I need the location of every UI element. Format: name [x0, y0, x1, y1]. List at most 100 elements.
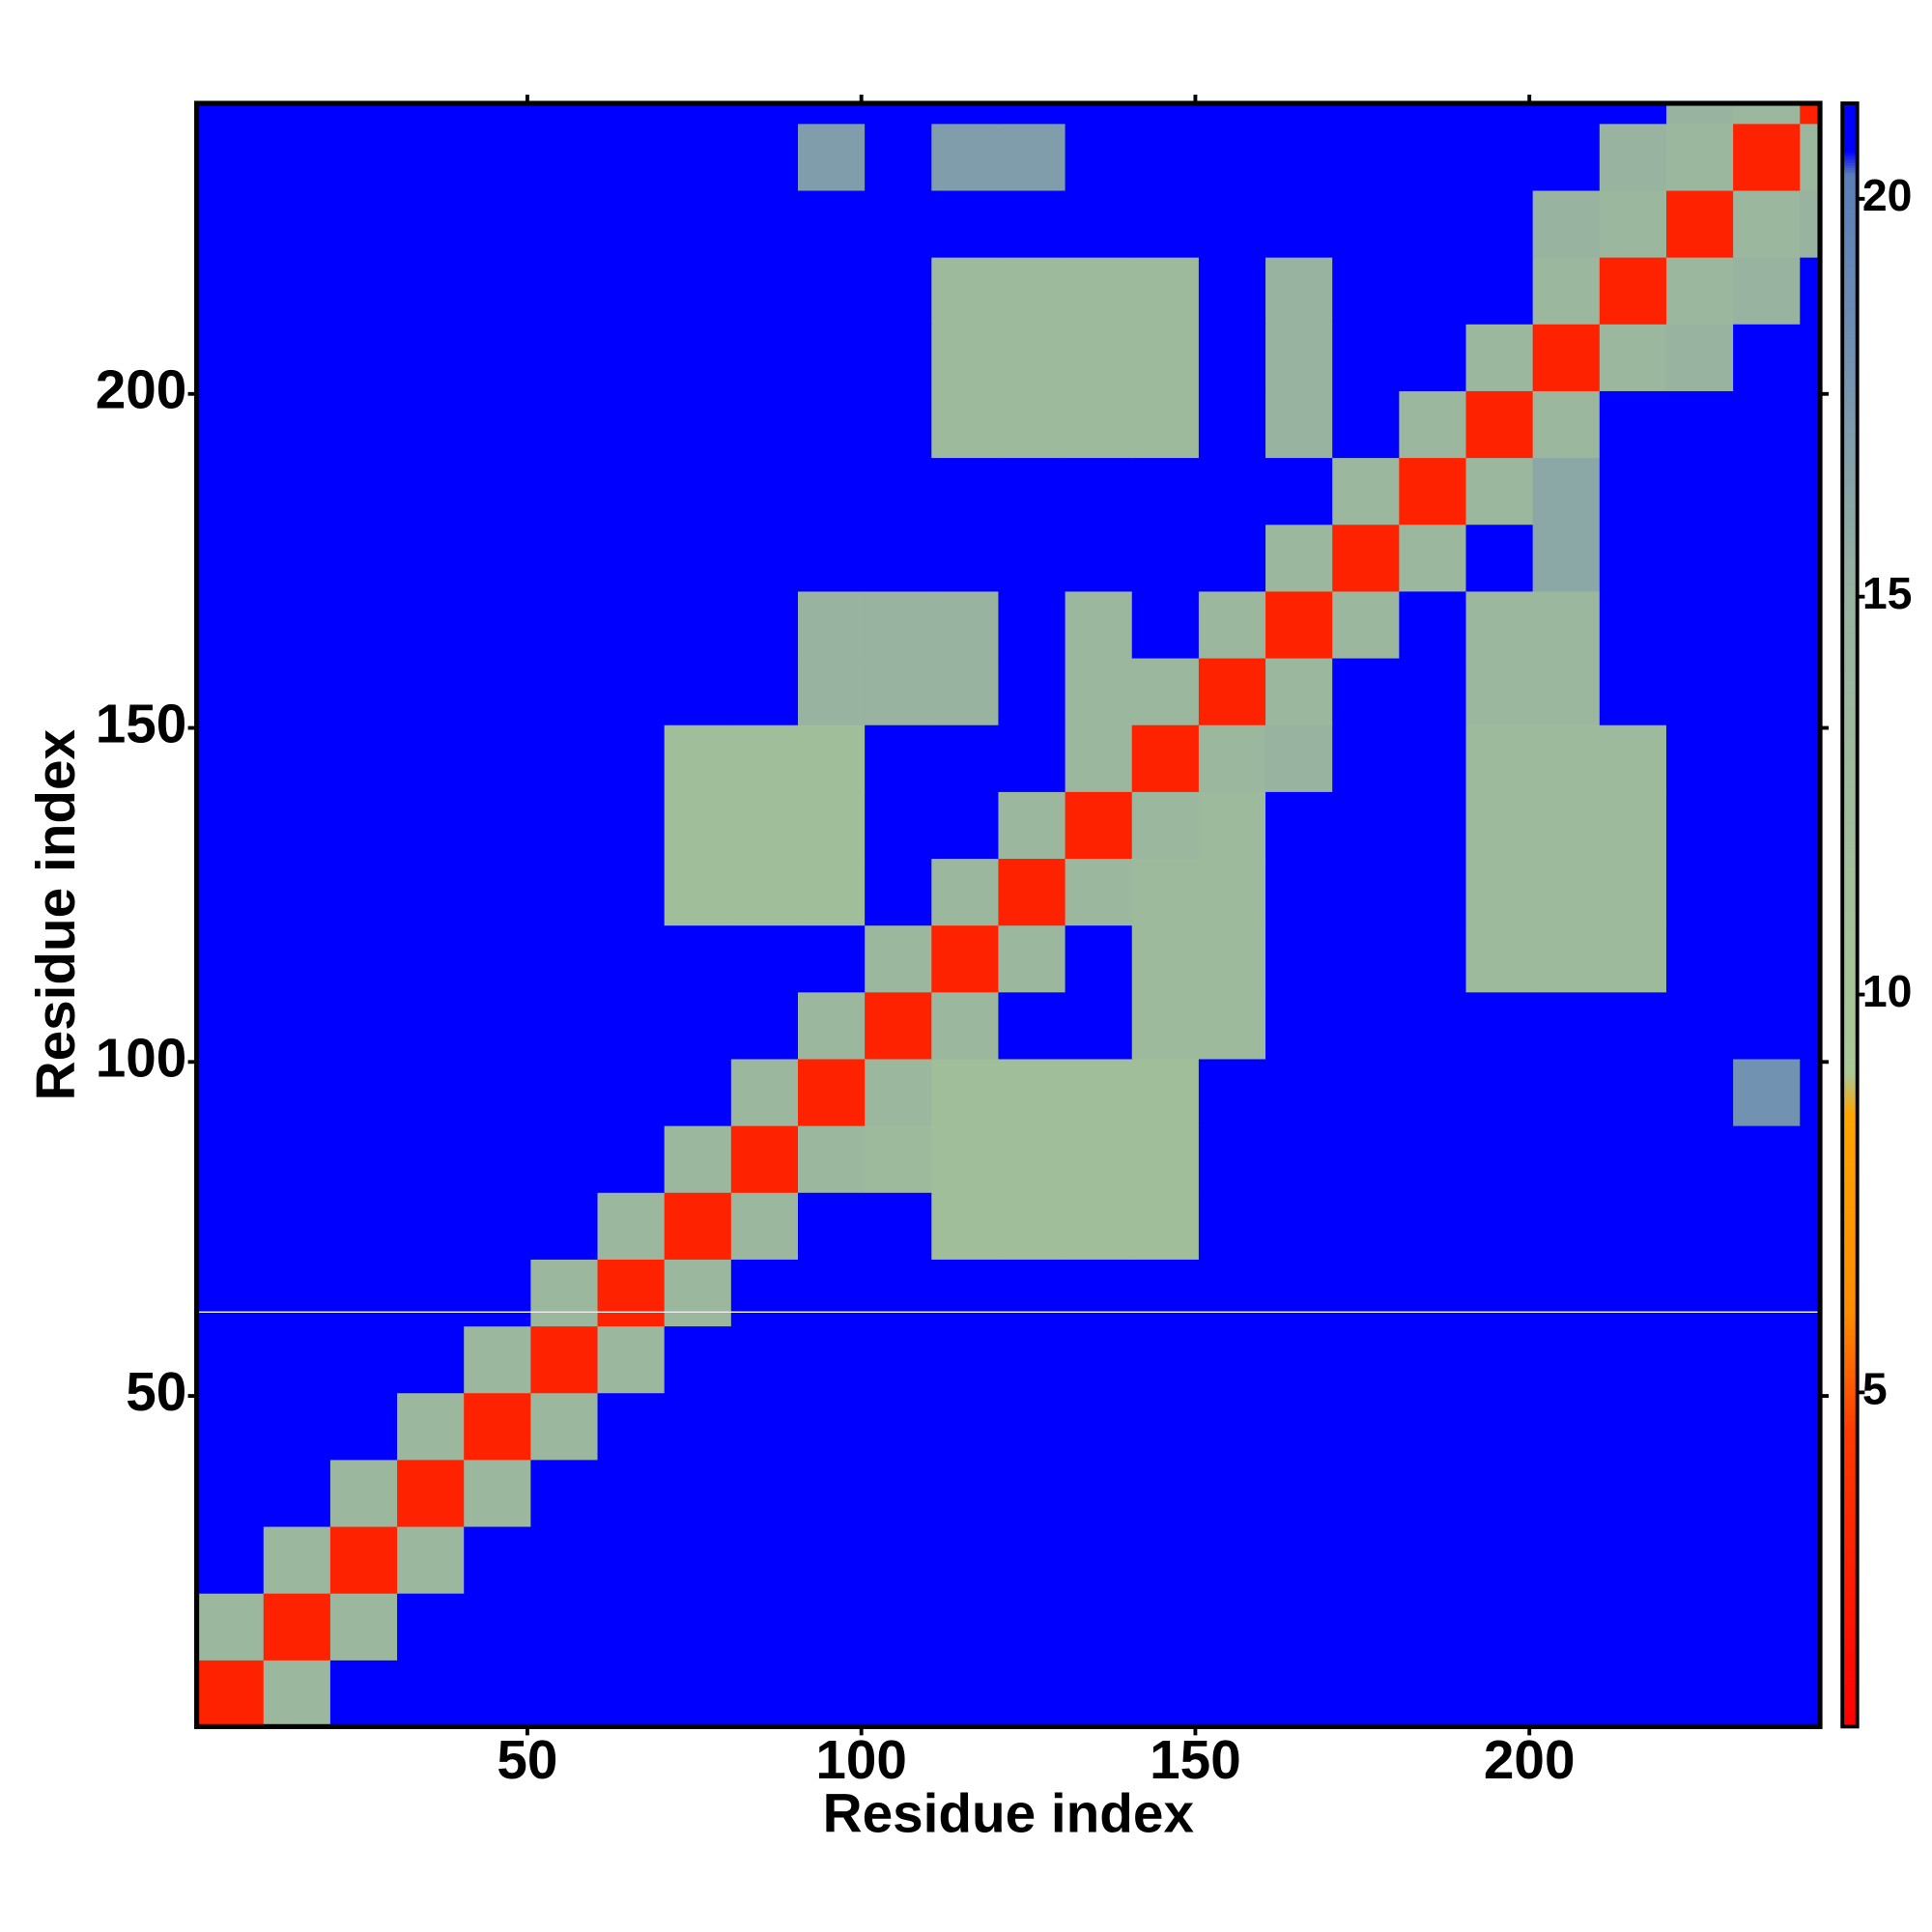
colorbar-strip: [1842, 160, 1858, 164]
heatmap-cell: [664, 1525, 732, 1594]
colorbar-strip: [1842, 1009, 1858, 1013]
heatmap-cell: [1198, 1192, 1266, 1260]
heatmap-cell: [1131, 1525, 1200, 1594]
heatmap-cell: [1399, 590, 1467, 659]
colorbar-strip: [1842, 1186, 1858, 1190]
heatmap-cell: [1733, 724, 1801, 792]
heatmap-cell: [196, 1058, 265, 1126]
heatmap-cell: [397, 324, 465, 391]
heatmap-cell: [329, 791, 398, 860]
heatmap-cell: [1332, 1124, 1401, 1193]
heatmap-cell: [1465, 791, 1534, 860]
colorbar-strip: [1842, 1325, 1858, 1329]
heatmap-cell: [1332, 1660, 1401, 1728]
colorbar-strip: [1842, 1019, 1858, 1023]
heatmap-cell: [730, 1259, 799, 1327]
colorbar-strip: [1842, 220, 1858, 224]
heatmap: [196, 102, 1821, 1728]
heatmap-cell: [597, 102, 666, 125]
heatmap-cell: [1465, 1124, 1534, 1193]
colorbar-strip: [1842, 585, 1858, 590]
colorbar-strip: [1842, 753, 1858, 756]
heatmap-cell: [931, 791, 1000, 860]
heatmap-cell: [263, 1392, 331, 1461]
colorbar-strip: [1842, 1452, 1858, 1457]
heatmap-cell: [998, 1325, 1066, 1394]
colorbar-strip: [1842, 1032, 1858, 1036]
heatmap-cell: [664, 1459, 732, 1527]
y-tick-label: 150: [96, 695, 187, 755]
colorbar-strip: [1842, 1587, 1858, 1591]
colorbar-strip: [1842, 1567, 1858, 1571]
heatmap-cell: [865, 1259, 932, 1327]
colorbar-strip: [1842, 332, 1858, 336]
heatmap-cell: [530, 1459, 599, 1527]
heatmap-cell: [1665, 991, 1734, 1060]
y-tick-label: 50: [126, 1362, 186, 1423]
colorbar-strip: [1842, 1305, 1858, 1310]
heatmap-cell: [196, 657, 265, 725]
heatmap-cell: [1332, 858, 1401, 926]
heatmap-cell: [998, 1660, 1066, 1728]
colorbar-strip: [1842, 922, 1858, 926]
heatmap-cell: [1198, 1459, 1266, 1527]
heatmap-cell: [797, 1392, 866, 1461]
colorbar-strip: [1842, 1027, 1858, 1031]
colorbar-strip: [1842, 1340, 1858, 1345]
heatmap-cell: [1399, 123, 1467, 191]
heatmap-cell: [1332, 1058, 1401, 1126]
heatmap-cell: [530, 1392, 599, 1461]
heatmap-cell: [530, 1660, 599, 1728]
colorbar-strip: [1842, 1171, 1858, 1175]
colorbar: [1842, 102, 1858, 1728]
colorbar-strip: [1842, 1370, 1858, 1375]
colorbar-strip: [1842, 145, 1858, 149]
heatmap-cell: [998, 1192, 1066, 1260]
heatmap-cell: [1265, 1392, 1333, 1461]
heatmap-cell: [196, 1392, 265, 1461]
colorbar-strip: [1842, 165, 1858, 169]
colorbar-strip: [1842, 1589, 1858, 1593]
colorbar-strip: [1842, 745, 1858, 750]
heatmap-cell: [1465, 924, 1534, 993]
colorbar-strip: [1842, 494, 1858, 497]
heatmap-cell: [998, 590, 1066, 659]
colorbar-strip: [1842, 205, 1858, 209]
colorbar-strip: [1842, 372, 1858, 376]
heatmap-cell: [998, 189, 1066, 258]
heatmap-cell: [196, 257, 265, 325]
heatmap-cell: [1733, 991, 1801, 1060]
heatmap-cell: [1800, 1259, 1821, 1327]
colorbar-strip: [1842, 1704, 1858, 1708]
colorbar-strip: [1842, 631, 1858, 635]
colorbar-strip: [1842, 282, 1858, 286]
y-tick-label: 100: [96, 1028, 187, 1089]
colorbar-strip: [1842, 414, 1858, 418]
colorbar-strip: [1842, 700, 1858, 704]
heatmap-cell: [1800, 724, 1821, 792]
heatmap-cell: [931, 924, 1000, 993]
heatmap-cell: [397, 1593, 465, 1661]
heatmap-cell: [1465, 189, 1534, 258]
colorbar-strip: [1842, 730, 1858, 734]
heatmap-cell: [530, 257, 599, 325]
colorbar-strip: [1842, 867, 1858, 871]
heatmap-cell: [1065, 1192, 1133, 1260]
colorbar-strip: [1842, 1606, 1858, 1610]
heatmap-cell: [1065, 1124, 1133, 1193]
heatmap-cell: [1465, 1525, 1534, 1594]
colorbar-strip: [1842, 1338, 1858, 1342]
heatmap-cell: [1065, 390, 1133, 459]
colorbar-strip: [1842, 984, 1858, 988]
colorbar-strip: [1842, 1400, 1858, 1404]
colorbar-strip: [1842, 561, 1858, 565]
heatmap-cell: [1131, 1325, 1200, 1394]
colorbar-strip: [1842, 1335, 1858, 1339]
colorbar-strip: [1842, 588, 1858, 592]
colorbar-strip: [1842, 917, 1858, 921]
heatmap-cell: [196, 324, 265, 391]
heatmap-cell: [1733, 657, 1801, 725]
colorbar-strip: [1842, 511, 1858, 515]
colorbar-strip: [1842, 1632, 1858, 1635]
colorbar-strip: [1842, 1226, 1858, 1230]
